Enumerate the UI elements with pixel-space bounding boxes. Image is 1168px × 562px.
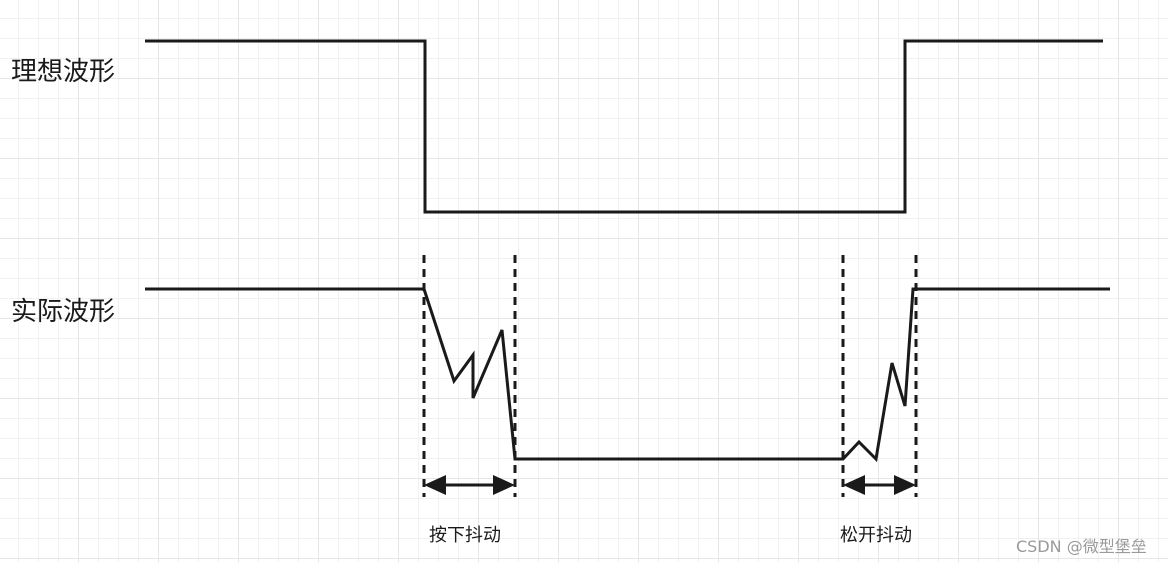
release-bounce-arrow: [843, 475, 916, 495]
press-bounce-arrow: [424, 475, 515, 495]
actual-waveform-label: 实际波形: [11, 297, 116, 327]
actual-waveform-line: [145, 287, 1110, 463]
ideal-waveform-line: [145, 39, 1103, 214]
watermark-text: CSDN @微型堡垒: [1016, 537, 1147, 556]
release-bounce-label: 松开抖动: [840, 525, 912, 546]
ideal-waveform-label: 理想波形: [11, 57, 116, 87]
press-bounce-label: 按下抖动: [429, 525, 501, 546]
